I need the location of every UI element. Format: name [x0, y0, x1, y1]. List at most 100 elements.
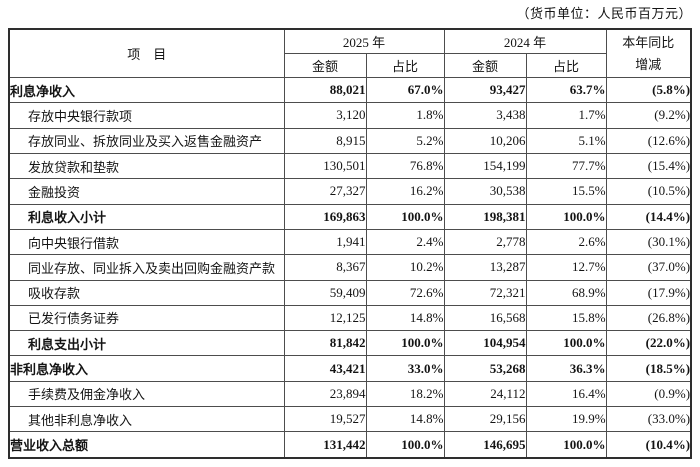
- table-row: 吸收存款 59,409 72.6% 72,321 68.9% (17.9%): [8, 279, 692, 306]
- header-row-sub: 金额 占比 金额 占比: [9, 53, 691, 78]
- amount-2025-cell: 43,421: [283, 355, 367, 382]
- amount-2024-cell: 198,381: [443, 203, 527, 230]
- income-statement-table: 项 目 2025 年 2024 年 本年同比 增减 金额 占比 金额 占比 利息…: [8, 28, 693, 459]
- amount-2024-cell: 53,268: [443, 355, 527, 382]
- proportion-2025-cell: 76.8%: [365, 152, 445, 180]
- yoy-change-cell: (18.5%): [605, 355, 692, 382]
- yoy-change-cell: (12.6%): [605, 127, 692, 154]
- row-label-cell: 手续费及佣金净收入: [8, 380, 285, 408]
- currency-unit-note: （货币单位：人民币百万元）: [516, 6, 692, 21]
- proportion-2024-cell: 77.7%: [525, 152, 607, 180]
- proportion-2024-cell: 16.4%: [525, 380, 607, 408]
- proportion-2024-header: 占比: [525, 53, 607, 78]
- yoy-change-header-line2: 增减: [635, 56, 662, 72]
- amount-2025-cell: 59,409: [283, 279, 367, 306]
- yoy-change-cell: (9.2%): [605, 102, 692, 129]
- table-row: 发放贷款和垫款 130,501 76.8% 154,199 77.7% (15.4%): [8, 152, 692, 180]
- proportion-2024-cell: 12.7%: [525, 254, 607, 281]
- proportion-2024-cell: 100.0%: [525, 330, 607, 357]
- amount-2025-cell: 1,941: [283, 228, 367, 256]
- amount-2025-cell: 130,501: [283, 152, 367, 180]
- table-row: 利息收入小计 169,863 100.0% 198,381 100.0% (14.4%): [8, 203, 692, 230]
- proportion-2024-cell: 5.1%: [525, 127, 607, 154]
- table-row: 向中央银行借款 1,941 2.4% 2,778 2.6% (30.1%): [8, 228, 692, 256]
- proportion-2024-cell: 68.9%: [525, 279, 607, 306]
- proportion-2025-cell: 1.8%: [365, 102, 445, 129]
- table-row: 同业存放、同业拆入及卖出回购金融资产款 8,367 10.2% 13,287 12.7%…: [8, 254, 692, 281]
- yoy-change-cell: (15.4%): [605, 152, 692, 180]
- table-row: 已发行债务证券 12,125 14.8% 16,568 15.8% (26.8%): [8, 304, 692, 332]
- yoy-change-cell: (33.0%): [605, 406, 692, 433]
- proportion-2025-cell: 14.8%: [365, 304, 445, 332]
- amount-2024-cell: 13,287: [443, 254, 527, 281]
- row-label-cell: 已发行债务证券: [8, 304, 285, 332]
- amount-2024-cell: 72,321: [443, 279, 527, 306]
- proportion-2024-cell: 2.6%: [525, 228, 607, 256]
- proportion-2024-cell: 15.5%: [525, 178, 607, 205]
- amount-2025-cell: 3,120: [283, 102, 367, 129]
- header-row-top: 项 目 2025 年 2024 年 本年同比 增减: [8, 28, 692, 78]
- year-2024-header: 2024 年: [443, 28, 607, 54]
- proportion-2025-cell: 18.2%: [365, 380, 445, 408]
- row-label-cell: 向中央银行借款: [8, 228, 285, 256]
- amount-2025-header: 金额: [283, 53, 367, 78]
- proportion-2025-header: 占比: [365, 53, 445, 78]
- table-header: 项 目 2025 年 2024 年 本年同比 增减 金额 占比 金额 占比: [8, 28, 692, 78]
- row-label-cell: 利息净收入: [8, 76, 285, 104]
- amount-2025-cell: 81,842: [283, 330, 367, 357]
- row-label-cell: 利息收入小计: [8, 203, 285, 230]
- proportion-2024-cell: 100.0%: [525, 431, 607, 459]
- table-row: 其他非利息净收入 19,527 14.8% 29,156 19.9% (33.0%): [8, 406, 692, 433]
- proportion-2024-cell: 63.7%: [525, 76, 607, 104]
- yoy-change-header-line1: 本年同比: [622, 34, 675, 50]
- yoy-change-cell: (14.4%): [605, 203, 692, 230]
- amount-2025-cell: 19,527: [283, 406, 367, 433]
- yoy-change-cell: (17.9%): [605, 279, 692, 306]
- table-row: 利息支出小计 81,842 100.0% 104,954 100.0% (22.0%): [8, 330, 692, 357]
- yoy-change-cell: (10.4%): [605, 431, 692, 459]
- proportion-2025-cell: 33.0%: [365, 355, 445, 382]
- yoy-change-cell: (10.5%): [605, 178, 692, 205]
- proportion-2025-cell: 100.0%: [365, 330, 445, 357]
- amount-2024-cell: 2,778: [443, 228, 527, 256]
- amount-2025-cell: 8,367: [283, 254, 367, 281]
- amount-2024-cell: 154,199: [443, 152, 527, 180]
- row-label-cell: 营业收入总额: [8, 431, 285, 459]
- item-column-header: 项 目: [8, 28, 285, 78]
- table-row: 金融投资 27,327 16.2% 30,538 15.5% (10.5%): [8, 178, 692, 205]
- proportion-2025-cell: 16.2%: [365, 178, 445, 205]
- proportion-2024-cell: 19.9%: [525, 406, 607, 433]
- table-row: 存放中央银行款项 3,120 1.8% 3,438 1.7% (9.2%): [8, 102, 692, 129]
- amount-2025-cell: 131,442: [283, 431, 367, 459]
- yoy-change-header: 本年同比 增减: [605, 28, 692, 78]
- table-row: 手续费及佣金净收入 23,894 18.2% 24,112 16.4% (0.9%): [8, 380, 692, 408]
- amount-2025-cell: 27,327: [283, 178, 367, 205]
- amount-2024-header: 金额: [443, 53, 527, 78]
- table-row: 非利息净收入 43,421 33.0% 53,268 36.3% (18.5%): [8, 355, 692, 382]
- row-label-cell: 发放贷款和垫款: [8, 152, 285, 180]
- amount-2024-cell: 29,156: [443, 406, 527, 433]
- amount-2024-cell: 24,112: [443, 380, 527, 408]
- row-label-cell: 金融投资: [8, 178, 285, 205]
- amount-2025-cell: 12,125: [283, 304, 367, 332]
- year-2025-header: 2025 年: [283, 28, 445, 54]
- amount-2025-cell: 8,915: [283, 127, 367, 154]
- row-label-cell: 吸收存款: [8, 279, 285, 306]
- table-row: 利息净收入 88,021 67.0% 93,427 63.7% (5.8%): [8, 76, 692, 104]
- proportion-2025-cell: 72.6%: [365, 279, 445, 306]
- row-label-cell: 非利息净收入: [8, 355, 285, 382]
- proportion-2025-cell: 2.4%: [365, 228, 445, 256]
- proportion-2025-cell: 5.2%: [365, 127, 445, 154]
- amount-2025-cell: 88,021: [283, 76, 367, 104]
- table-row: 存放同业、拆放同业及买入返售金融资产 8,915 5.2% 10,206 5.1% (12…: [8, 127, 692, 154]
- amount-2025-cell: 23,894: [283, 380, 367, 408]
- amount-2024-cell: 16,568: [443, 304, 527, 332]
- yoy-change-cell: (22.0%): [605, 330, 692, 357]
- amount-2024-cell: 93,427: [443, 76, 527, 104]
- yoy-change-cell: (26.8%): [605, 304, 692, 332]
- proportion-2025-cell: 100.0%: [365, 431, 445, 459]
- amount-2024-cell: 30,538: [443, 178, 527, 205]
- row-label-cell: 存放同业、拆放同业及买入返售金融资产: [8, 127, 285, 154]
- proportion-2024-cell: 15.8%: [525, 304, 607, 332]
